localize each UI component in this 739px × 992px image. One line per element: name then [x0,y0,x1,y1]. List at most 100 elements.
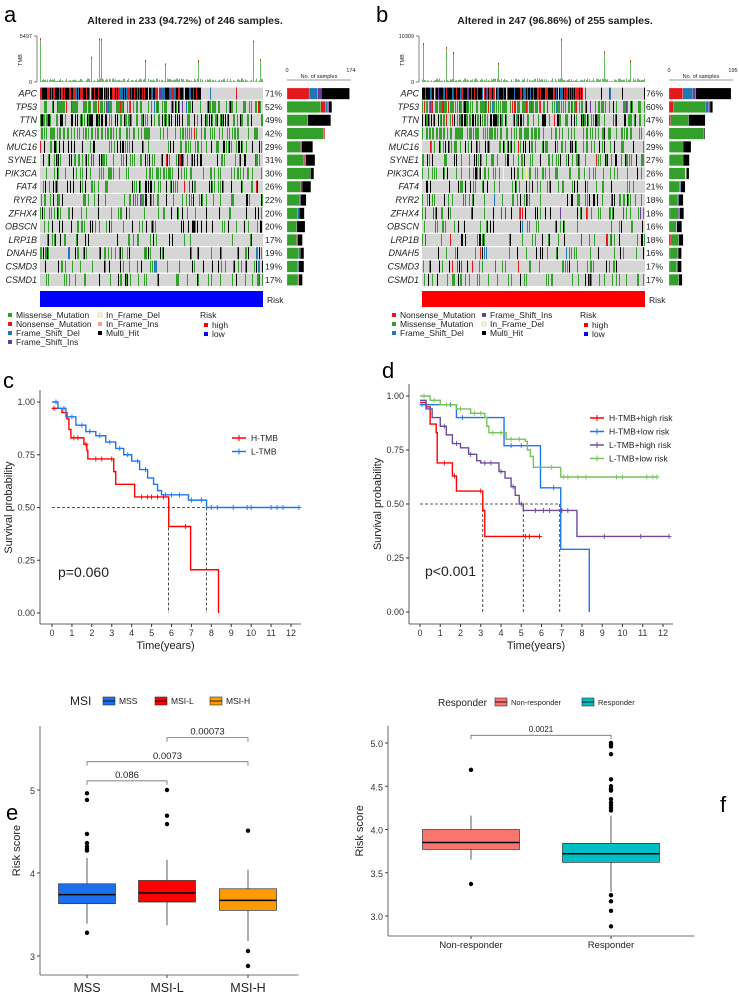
oncoprint-cell [155,220,156,233]
oncoprint-cell [615,114,616,127]
oncoprint-cell [56,154,57,167]
censor-mark [248,505,254,510]
oncoprint-cell [183,127,184,140]
oncoprint-cell [188,140,189,153]
oncoprint-cell [625,100,626,113]
oncoprint-cell [232,273,233,286]
oncoprint-cell [590,273,591,286]
y-axis-label: Survival probability [372,457,384,550]
oncoprint-cell [472,87,473,100]
tmb-bar [143,79,144,82]
oncoprint-cell [638,100,639,113]
gene-label: APC [399,89,419,99]
oncoprint-cell [434,194,435,207]
oncoprint-cell [212,260,213,273]
oncoprint-title: Altered in 247 (96.86%) of 255 samples. [457,15,653,27]
censor-mark [458,406,463,412]
oncoprint-cell [259,154,260,167]
oncoprint-cell [178,154,179,167]
oncoprint-cell [262,260,263,273]
oncoprint-cell [194,260,195,273]
oncoprint-cell [640,114,641,127]
oncoprint-cell [60,100,61,113]
oncoprint-cell [487,127,488,140]
oncoprint-cell [121,87,122,100]
oncoprint-cell [451,127,452,140]
oncoprint-cell [106,114,107,127]
tmb-bar [155,81,156,82]
gene-percent: 71% [265,89,282,99]
oncoprint-cell [120,247,121,260]
oncoprint-cell [106,87,107,100]
oncoprint-cell [202,194,203,207]
oncoprint-cell [448,194,449,207]
oncoprint-cell [101,114,102,127]
gene-bar-segment [320,101,326,113]
oncoprint-cell [583,140,584,153]
tmb-bar [642,79,643,82]
tmb-bar [494,78,495,82]
tmb-bar-segment [604,51,605,54]
oncoprint-cell [184,180,185,193]
oncoprint-cell [171,100,172,113]
oncoprint-cell [450,233,451,246]
oncoprint-cell [105,260,106,273]
oncoprint-cell [111,207,112,220]
oncoprint-cell [613,207,614,220]
oncoprint-cell [71,100,72,113]
tmb-bar [522,79,523,82]
oncoprint-cell [449,180,450,193]
outlier-point [164,813,170,818]
oncoprint-cell [472,114,473,127]
oncoprint-cell [194,114,195,127]
gene-label: OBSCN [387,222,420,232]
oncoprint-cell [188,87,189,100]
oncoprint-cell [163,127,164,140]
legend-item: In_Frame_Del [106,310,160,320]
tmb-bar [569,79,570,82]
oncoprint-cell [593,260,594,273]
oncoprint-cell [48,154,49,167]
oncoprint-cell [422,87,423,100]
tmb-bar [145,59,146,82]
oncoprint-cell [129,260,130,273]
oncoprint-cell [447,127,448,140]
oncoprint-cell [496,100,497,113]
gene-label: KRAS [12,128,37,138]
gene-bar-segment [299,207,305,220]
tmb-bar [135,80,136,82]
oncoprint-cell [137,260,138,273]
gene-bar-segment [677,247,679,260]
oncoprint-cell [105,127,106,140]
oncoprint-cell [201,154,202,167]
oncoprint-cell [642,233,643,246]
oncoprint-cell [256,100,257,113]
x-tick-label: MSI-L [150,981,183,992]
oncoprint-cell [211,167,212,180]
oncoprint-cell [193,220,194,233]
oncoprint-cell [40,207,41,220]
oncoprint-cell [624,100,625,113]
oncoprint-cell [171,87,172,100]
oncoprint-cell [134,180,135,193]
oncoprint-cell [616,100,617,113]
oncoprint-cell [51,140,52,153]
censor-mark [644,474,650,480]
oncoprint-cell [586,140,587,153]
gene-percent: 26% [646,168,663,178]
oncoprint-cell [198,87,199,100]
oncoprint-cell [461,127,462,140]
tmb-bar [594,80,595,82]
tmb-bar [623,79,624,82]
tmb-bar [590,80,591,82]
oncoprint-cell [510,100,511,113]
oncoprint-cell [182,154,183,167]
oncoprint-cell [189,100,190,113]
oncoprint-cell [193,87,194,100]
oncoprint-cell [484,233,485,246]
oncoprint-cell [181,167,182,180]
oncoprint-cell [257,273,258,286]
gene-percent: 47% [646,115,663,125]
oncoprint-cell [127,87,128,100]
oncoprint-cell [82,167,83,180]
